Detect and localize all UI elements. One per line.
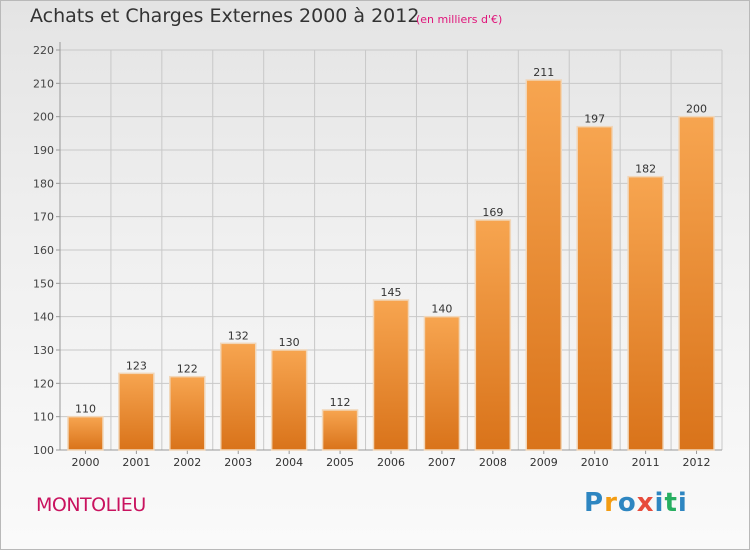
bar-2009 (525, 79, 563, 451)
x-tick-label-2007: 2007 (428, 456, 456, 469)
y-tick-label: 220 (33, 44, 54, 57)
x-tick-label-2000: 2000 (71, 456, 99, 469)
x-tick-label-2012: 2012 (683, 456, 711, 469)
x-tick-label-2006: 2006 (377, 456, 405, 469)
value-label-2000: 110 (75, 403, 96, 416)
bar-2007 (423, 315, 461, 451)
labels: 110 2000 123 2001 122 2002 132 2003 130 2004 112 20… (71, 66, 710, 469)
y-tick-label: 150 (33, 277, 54, 290)
x-tick-label-2003: 2003 (224, 456, 252, 469)
bar-2005 (321, 409, 359, 451)
y-tick-label: 170 (33, 211, 54, 224)
chart-title: Achats et Charges Externes 2000 à 2012 (30, 5, 420, 27)
bar-2000 (67, 415, 104, 451)
bars (67, 79, 715, 451)
bar-2004 (270, 349, 308, 451)
value-label-2004: 130 (279, 336, 300, 349)
y-tick-label: 100 (33, 444, 54, 457)
y-tick-label: 200 (33, 111, 54, 124)
bar-2001 (118, 372, 155, 451)
y-tick-label: 120 (33, 377, 54, 390)
value-label-2002: 122 (177, 363, 198, 376)
y-tick-label: 130 (33, 344, 54, 357)
value-label-2006: 145 (381, 286, 402, 299)
x-tick-label-2004: 2004 (275, 456, 303, 469)
value-label-2005: 112 (330, 396, 351, 409)
y-tick-label: 210 (33, 77, 54, 90)
y-tick-label: 140 (33, 311, 54, 324)
bar-2003 (219, 342, 257, 451)
proxiti-logo: Proxiti (584, 488, 688, 518)
value-label-2008: 169 (482, 206, 503, 219)
value-label-2009: 211 (533, 66, 554, 79)
x-tick-label-2005: 2005 (326, 456, 354, 469)
bar-2006 (372, 299, 410, 451)
y-tick-label: 160 (33, 244, 54, 257)
value-label-2010: 197 (584, 113, 605, 126)
x-tick-label-2010: 2010 (581, 456, 609, 469)
bar-2012 (678, 115, 715, 451)
y-tick-label: 190 (33, 144, 54, 157)
value-label-2012: 200 (686, 103, 707, 116)
x-tick-label-2001: 2001 (122, 456, 150, 469)
x-tick-label-2002: 2002 (173, 456, 201, 469)
value-label-2001: 123 (126, 359, 147, 372)
x-tick-label-2008: 2008 (479, 456, 507, 469)
x-tick-label-2009: 2009 (530, 456, 558, 469)
chart-subtitle: (en milliers d'€) (416, 13, 503, 26)
value-label-2003: 132 (228, 329, 249, 342)
y-tick-label: 110 (33, 411, 54, 424)
commune-name: MONTOLIEU (36, 494, 146, 516)
x-tick-label-2011: 2011 (632, 456, 660, 469)
value-label-2011: 182 (635, 163, 656, 176)
bar-2008 (474, 219, 512, 451)
y-tick-label: 180 (33, 177, 54, 190)
bar-2010 (576, 125, 613, 451)
value-label-2007: 140 (431, 303, 452, 316)
bar-2011 (627, 175, 664, 451)
bar-2002 (169, 375, 206, 451)
